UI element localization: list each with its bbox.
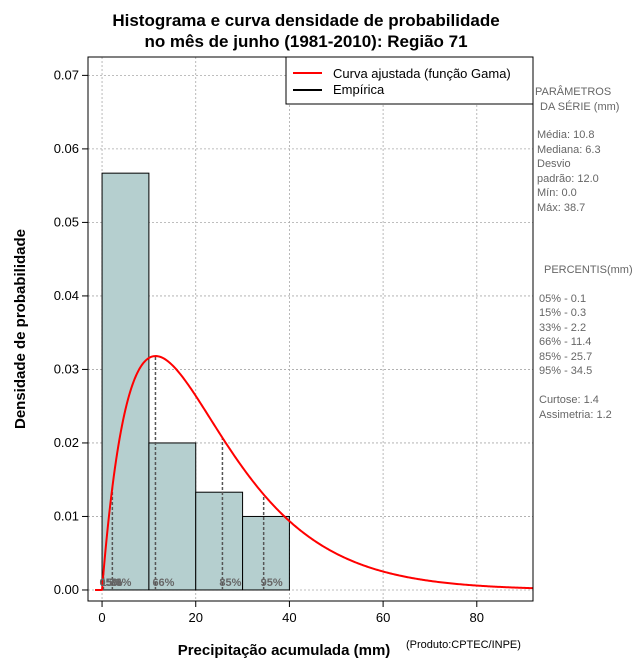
chart-title-line-2: no mês de junho (1981-2010): Região 71 (144, 32, 467, 51)
percentile-label-5: 95% (261, 577, 283, 589)
percentis-title: PERCENTIS(mm) (544, 264, 633, 276)
y-tick-label-7: 0.07 (54, 67, 79, 82)
percentil-95: 95% - 34.5 (539, 365, 592, 377)
x-tick-label-1: 20 (189, 610, 203, 625)
stat-media: Média: 10.8 (537, 129, 594, 141)
histogram-bars (101, 172, 290, 591)
x-tick-label-2: 40 (282, 610, 296, 625)
y-tick-label-1: 0.01 (54, 508, 79, 523)
y-axis: 0.00 0.01 0.02 0.03 0.04 0.05 0.06 0.07 (54, 67, 88, 597)
fitted-curve-group (95, 355, 534, 591)
y-tick-label-0: 0.00 (54, 582, 79, 597)
legend: Curva ajustada (função Gama) Empírica (285, 56, 534, 105)
x-tick-label-4: 80 (470, 610, 484, 625)
legend-box (285, 56, 534, 105)
y-tick-label-3: 0.03 (54, 361, 79, 376)
percentil-33: 33% - 2.2 (539, 322, 586, 334)
percentile-labels: 05%15%33% 66% 85% 95% (100, 577, 283, 589)
histogram-bar-0 (101, 172, 150, 591)
legend-label-fitted: Curva ajustada (função Gama) (333, 66, 511, 81)
stat-max: Máx: 38.7 (537, 202, 585, 214)
x-axis-title: Precipitação acumulada (mm) (178, 642, 391, 659)
percentil-66: 66% - 11.4 (539, 336, 591, 348)
product-credit: (Produto:CPTEC/INPE) (406, 639, 521, 651)
stat-assimetria: Assimetria: 1.2 (539, 409, 612, 421)
percentile-lines (101, 356, 265, 590)
fitted-gamma-curve (95, 355, 534, 591)
y-axis-title: Densidade de probabilidade (12, 229, 29, 429)
stat-curtose: Curtose: 1.4 (539, 394, 599, 406)
percentil-15: 15% - 0.3 (539, 307, 586, 319)
x-tick-label-0: 0 (98, 610, 105, 625)
side-panel: PARÂMETROS DA SÉRIE (mm) Média: 10.8 Med… (535, 85, 633, 421)
stat-mediana: Mediana: 6.3 (537, 144, 601, 156)
stat-min: Mín: 0.0 (537, 187, 577, 199)
y-tick-label-2: 0.02 (54, 435, 79, 450)
percentil-85: 85% - 25.7 (539, 351, 592, 363)
chart-title-line-1: Histograma e curva densidade de probabil… (112, 11, 499, 30)
params-title-1: PARÂMETROS (535, 85, 611, 98)
x-tick-label-3: 60 (376, 610, 390, 625)
legend-label-empirical: Empírica (333, 82, 385, 97)
percentile-label-0: 05% (100, 577, 122, 589)
percentile-label-4: 85% (219, 577, 241, 589)
percentile-label-1: 15% (100, 577, 122, 589)
stat-desvio-1: Desvio (537, 158, 571, 170)
y-tick-label-4: 0.04 (54, 288, 79, 303)
stat-desvio-2: padrão: 12.0 (537, 173, 599, 185)
percentile-label-3: 66% (152, 577, 174, 589)
params-title-2: DA SÉRIE (mm) (540, 100, 619, 113)
histogram-bar-3 (242, 515, 290, 591)
y-tick-label-5: 0.05 (54, 214, 79, 229)
percentile-label-2: 33% (109, 577, 131, 589)
percentil-05: 05% - 0.1 (539, 293, 586, 305)
x-axis: 0 20 40 60 80 (98, 601, 484, 625)
histogram-bar-2 (195, 491, 244, 591)
y-tick-label-6: 0.06 (54, 141, 79, 156)
